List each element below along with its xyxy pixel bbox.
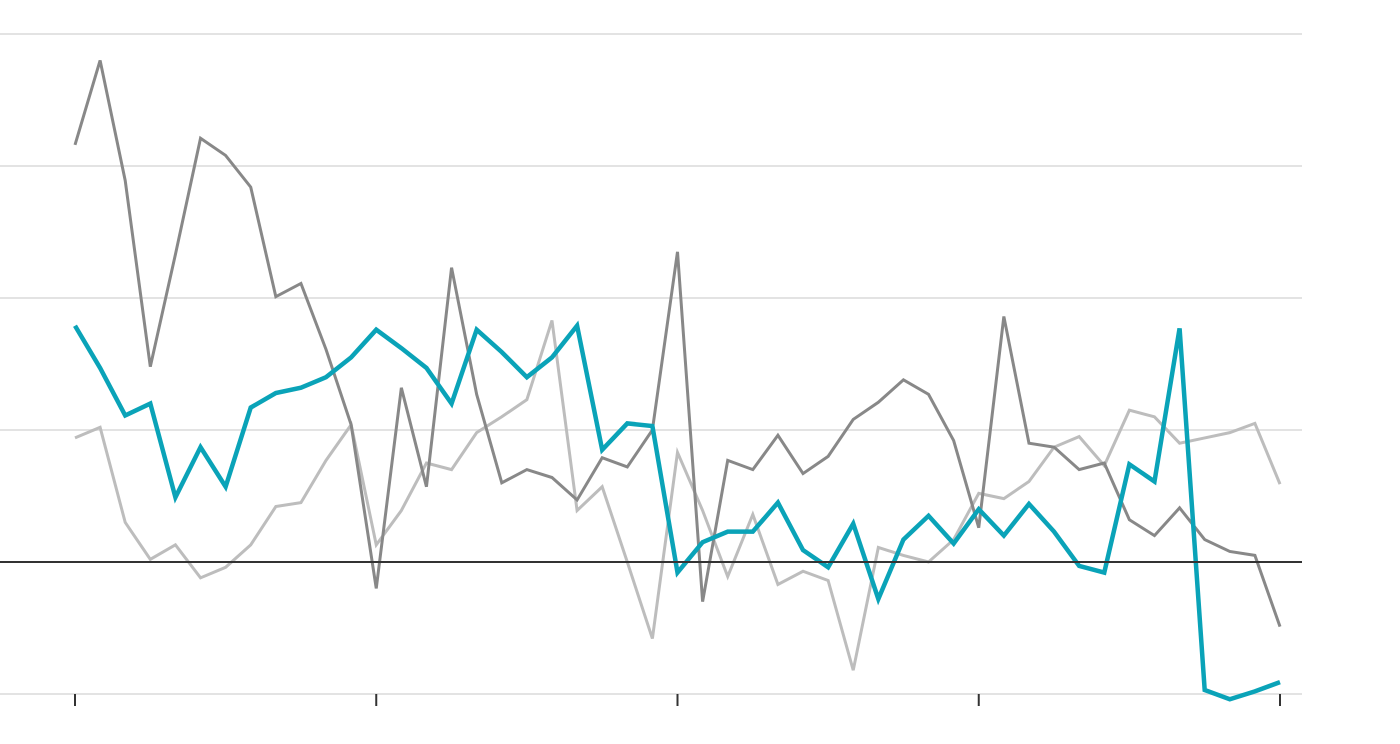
series-line — [73, 59, 1282, 628]
series-line — [74, 319, 1282, 671]
series-line — [73, 320, 1281, 702]
